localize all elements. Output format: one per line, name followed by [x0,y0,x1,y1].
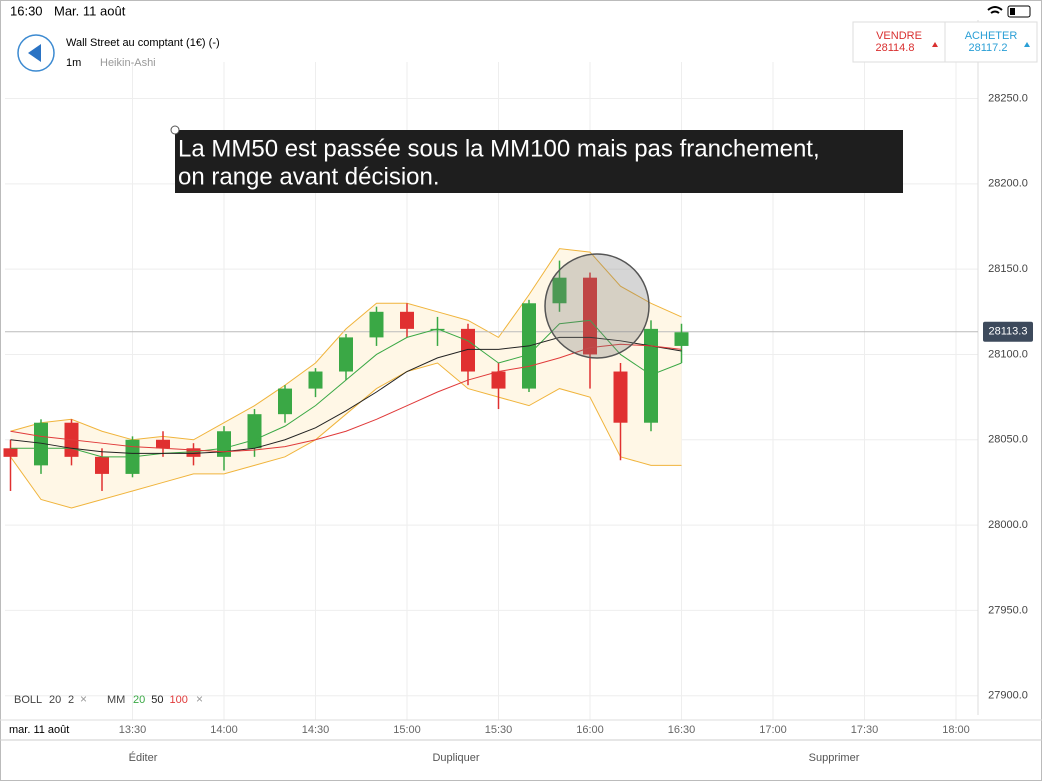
annotation-line: on range avant décision. [178,163,440,190]
legend-mm: MM [107,694,125,706]
buy-arrow [1024,42,1030,47]
legend-boll-param: 20 [49,694,61,706]
y-tick-label: 28250.0 [988,92,1028,104]
candle-body [247,414,262,449]
interval[interactable]: 1m [66,57,81,69]
x-tick-label: 15:30 [485,724,513,736]
annotation-line: La MM50 est passée sous la MM100 mais pa… [178,135,820,162]
candle-body [644,328,658,423]
status-time: 16:30 [10,3,43,18]
battery [1007,5,1031,18]
y-tick-label: 28000.0 [988,519,1028,531]
candle-body [613,371,628,423]
band-lower [10,362,682,509]
price-tag-label: 28113.3 [989,326,1028,338]
y-tick-label: 28150.0 [988,263,1028,275]
candle-body [552,277,567,304]
candle-body [3,448,18,457]
legend-entry: 20 [133,694,145,706]
battery-level [1010,8,1015,15]
annotation-box[interactable] [175,130,903,193]
candle-body [339,337,353,372]
buy-button[interactable] [944,21,1038,63]
legend-boll: BOLL [14,694,42,706]
candle-body [430,328,445,331]
candle-body [491,371,506,389]
candle-body [674,332,689,346]
candle-body [308,371,323,389]
wifi [987,6,1003,14]
sell-price: 28114.8 [876,42,915,54]
candle-body [583,277,597,355]
highlight-circle[interactable] [544,253,650,359]
legend-remove[interactable]: × [196,692,203,706]
x-tick-label: 15:00 [393,724,421,736]
annotation-handle[interactable] [170,125,180,135]
x-tick-label: 14:00 [210,724,238,736]
candle-body [369,311,384,338]
y-tick-label: 27900.0 [988,690,1028,702]
legend-boll-param: 2 [68,694,74,706]
date-label: mar. 11 août [9,724,69,736]
x-tick-label: 18:00 [942,724,970,736]
chart-style[interactable]: Heikin-Ashi [100,57,156,69]
moving-average [10,319,682,458]
y-tick-label: 27950.0 [988,604,1028,616]
candle-body [34,422,48,466]
buy-label: ACHETER [965,30,1018,42]
candle-body [156,439,170,449]
candle-body [186,448,201,457]
legend-entry: 50 [151,694,163,706]
moving-average [10,336,682,454]
back-icon [28,44,41,62]
instrument: Wall Street au comptant (1€) (-) [66,37,220,49]
y-tick-label: 28050.0 [988,434,1028,446]
y-tick-label: 28100.0 [988,348,1028,360]
x-tick-label: 17:00 [759,724,787,736]
x-tick-label: 14:30 [302,724,330,736]
candle-body [95,456,109,474]
price-tag [983,321,1033,342]
legend-entry: 100 [170,694,188,706]
band-upper [10,248,682,441]
sell-button[interactable] [852,21,946,63]
candle-body [217,431,231,457]
x-tick-label: 16:30 [668,724,696,736]
status-date: Mar. 11 août [54,3,126,18]
candle-body [278,388,292,415]
x-tick-label: 13:30 [119,724,147,736]
sell-label: VENDRE [876,30,922,42]
legend-remove[interactable]: × [80,692,87,706]
buy-price: 28117.2 [969,42,1008,54]
moving-average [10,343,682,453]
candle-body [400,311,414,329]
x-tick-label: 17:30 [851,724,879,736]
plot: 27900.0 27950.0 28000.0 28050.0 28100.0 28150… [3,20,1033,736]
y-tick-label: 28200.0 [988,178,1028,190]
toolbar-duplicate[interactable]: Dupliquer [432,752,479,764]
sell-arrow [932,42,938,47]
x-tick-label: 16:00 [576,724,604,736]
toolbar-edit[interactable]: Éditer [129,751,158,764]
toolbar-delete[interactable]: Supprimer [809,752,860,764]
